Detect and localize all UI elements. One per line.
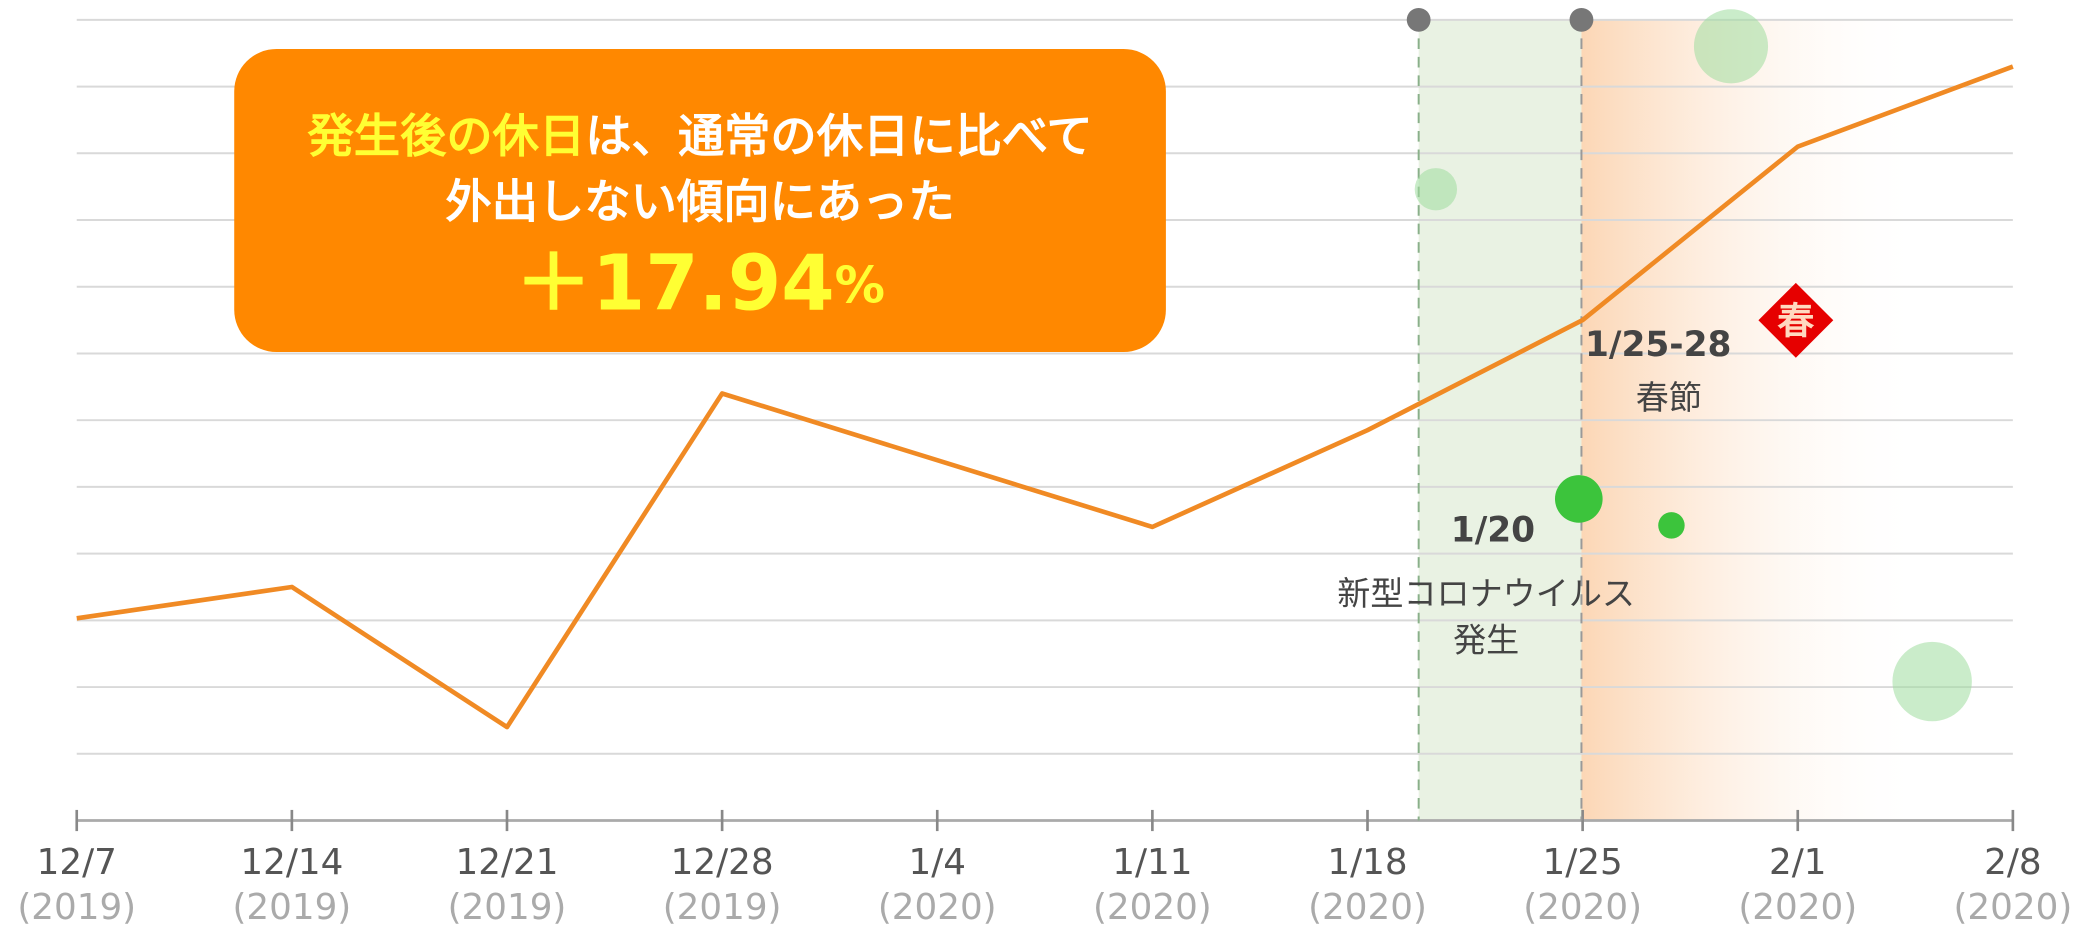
callout-line: 外出しない傾向にあった [445, 175, 954, 229]
callout-highlight: 発生後の休日 [307, 108, 585, 162]
x-tick-label: 12/7 [37, 842, 117, 883]
virus-icon [1693, 9, 1769, 84]
x-tick-label: 1/4 [908, 842, 966, 883]
x-tick-label: 12/21 [456, 842, 559, 883]
data-line [76, 64, 2014, 730]
x-tick-label: 2/8 [1984, 842, 2042, 883]
callout-text: は、通常の休日に比べて [585, 108, 1092, 162]
festival-label: 春節 [1636, 378, 1702, 417]
x-tick-label: 1/25 [1543, 842, 1623, 883]
marker-dot [1406, 7, 1431, 32]
virus-icon [1658, 512, 1685, 539]
outbreak-label: 発生 [1453, 620, 1519, 659]
outbreak-date: 1/20 [1451, 511, 1535, 551]
callout-number: ＋17.94 [515, 239, 835, 328]
annotations: 1/20 新型コロナウイルス 発生 1/25-28 春節 [1337, 325, 1731, 659]
x-tick-sublabel: (2019) [663, 887, 782, 928]
x-tick-sublabel: (2019) [17, 887, 136, 928]
x-tick-label: 12/14 [240, 842, 343, 883]
callout-box [234, 48, 1166, 353]
plot: 12/7(2019)12/14(2019)12/21(2019)12/28(20… [17, 64, 2072, 928]
x-tick-sublabel: (2020) [878, 887, 997, 928]
callout-unit: % [835, 255, 885, 314]
callout: 発生後の休日は、通常の休日に比べて 外出しない傾向にあった ＋17.94% [234, 48, 1166, 353]
marker-dot [1569, 7, 1594, 32]
virus-icon [1892, 641, 1972, 722]
x-tick-label: 2/1 [1769, 842, 1827, 883]
x-tick-sublabel: (2020) [1308, 887, 1427, 928]
outbreak-label: 新型コロナウイルス [1337, 574, 1635, 613]
festival-date: 1/25-28 [1585, 325, 1731, 365]
x-tick-label: 1/18 [1327, 842, 1407, 883]
x-tick-label: 12/28 [671, 842, 774, 883]
virus-icon [1414, 168, 1458, 211]
x-tick-sublabel: (2020) [1093, 887, 1212, 928]
x-tick-label: 1/11 [1112, 842, 1192, 883]
x-tick-sublabel: (2019) [448, 887, 567, 928]
markers: 春 [1406, 7, 1972, 821]
callout-figure: ＋17.94% [515, 239, 885, 328]
x-tick-sublabel: (2019) [232, 887, 351, 928]
x-tick-sublabel: (2020) [1738, 887, 1857, 928]
x-tick-sublabel: (2020) [1523, 887, 1642, 928]
virus-icon [1554, 475, 1603, 523]
callout-line: 発生後の休日は、通常の休日に比べて [307, 108, 1092, 162]
festival-icon: 春 [1777, 299, 1814, 342]
x-tick-sublabel: (2020) [1953, 887, 2072, 928]
